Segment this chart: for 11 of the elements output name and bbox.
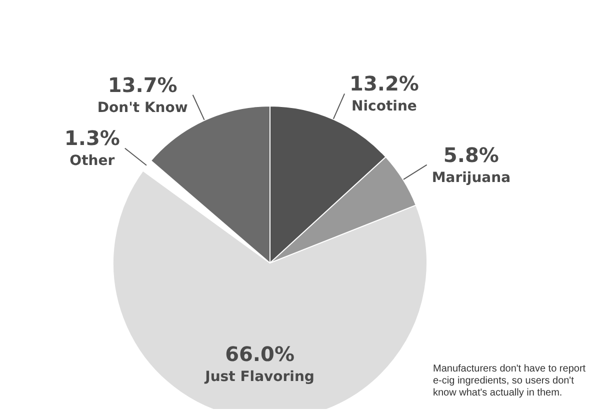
data-label: 13.2% [350, 72, 419, 96]
data-label: 13.7% [108, 72, 178, 97]
data-label: 66.0% [225, 342, 294, 366]
data-label: 1.3% [64, 126, 120, 150]
slice-label: Marijuana [432, 170, 511, 186]
slice-label: Don't Know [97, 100, 188, 116]
slice-label: Other [70, 153, 115, 170]
slice-label: Just Flavoring [204, 368, 314, 385]
data-label: 5.8% [443, 142, 499, 167]
text: Manufacturers don't have to report e-cig ingredients, so users don't know what's actually in them. [433, 364, 588, 398]
slice-label: Nicotine [352, 98, 417, 115]
